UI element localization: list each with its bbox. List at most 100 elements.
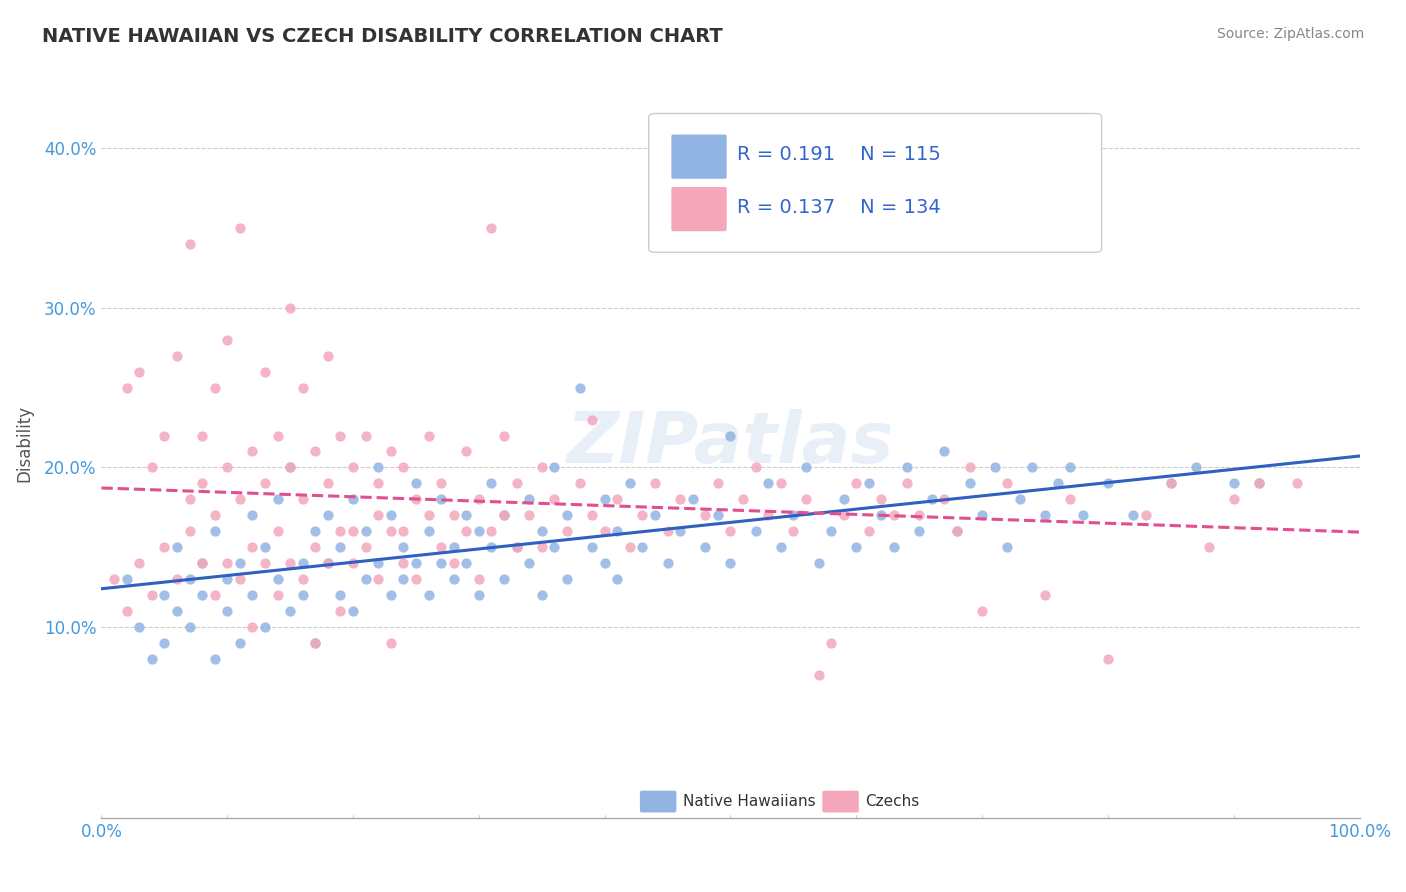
Point	[128, 365, 150, 379]
Point	[217, 604, 239, 618]
Point	[858, 476, 880, 491]
Point	[329, 524, 352, 539]
Point	[896, 476, 918, 491]
Point	[568, 476, 591, 491]
Point	[468, 492, 491, 507]
Point	[657, 556, 679, 570]
Point	[896, 460, 918, 475]
Point	[756, 508, 779, 523]
Point	[794, 492, 817, 507]
Point	[505, 476, 527, 491]
Point	[304, 636, 326, 650]
Point	[555, 508, 578, 523]
Point	[229, 492, 252, 507]
Point	[845, 476, 868, 491]
Point	[204, 524, 226, 539]
Point	[405, 492, 427, 507]
Text: Source: ZipAtlas.com: Source: ZipAtlas.com	[1216, 27, 1364, 41]
Point	[291, 588, 314, 602]
Point	[581, 508, 603, 523]
Point	[1222, 492, 1244, 507]
Point	[179, 237, 201, 252]
Point	[304, 444, 326, 458]
Point	[316, 349, 339, 363]
Point	[517, 508, 540, 523]
Point	[278, 460, 301, 475]
Point	[443, 572, 465, 586]
Point	[103, 572, 125, 586]
Point	[304, 540, 326, 554]
Point	[1247, 476, 1270, 491]
Point	[456, 524, 478, 539]
Point	[115, 572, 138, 586]
Point	[266, 492, 288, 507]
Point	[329, 540, 352, 554]
Point	[367, 508, 389, 523]
Point	[191, 428, 214, 442]
Point	[456, 556, 478, 570]
Point	[1046, 476, 1069, 491]
Point	[153, 428, 176, 442]
Point	[253, 365, 276, 379]
Point	[568, 381, 591, 395]
Point	[278, 301, 301, 315]
Point	[908, 524, 931, 539]
Point	[204, 381, 226, 395]
Point	[606, 492, 628, 507]
Point	[644, 476, 666, 491]
Text: R = 0.191    N = 115: R = 0.191 N = 115	[737, 145, 941, 164]
Point	[191, 588, 214, 602]
Point	[316, 508, 339, 523]
Point	[342, 524, 364, 539]
Point	[1059, 492, 1081, 507]
Point	[392, 572, 415, 586]
Point	[278, 604, 301, 618]
Point	[342, 604, 364, 618]
Text: ZIPatlas: ZIPatlas	[567, 409, 894, 478]
Point	[1222, 476, 1244, 491]
Point	[141, 588, 163, 602]
Point	[191, 556, 214, 570]
Point	[191, 476, 214, 491]
Point	[1059, 460, 1081, 475]
Point	[329, 428, 352, 442]
Point	[430, 556, 453, 570]
Point	[253, 540, 276, 554]
Point	[153, 636, 176, 650]
Point	[782, 508, 804, 523]
Point	[242, 540, 264, 554]
Point	[934, 492, 956, 507]
Point	[253, 476, 276, 491]
Point	[266, 428, 288, 442]
Point	[316, 556, 339, 570]
Point	[468, 588, 491, 602]
Point	[870, 508, 893, 523]
Point	[530, 524, 553, 539]
Point	[782, 524, 804, 539]
Point	[517, 556, 540, 570]
Point	[430, 492, 453, 507]
Point	[695, 540, 717, 554]
Point	[1198, 540, 1220, 554]
Point	[166, 572, 188, 586]
Point	[505, 540, 527, 554]
Point	[443, 556, 465, 570]
Point	[959, 460, 981, 475]
Point	[229, 572, 252, 586]
Point	[304, 636, 326, 650]
Point	[367, 476, 389, 491]
Point	[380, 524, 402, 539]
Point	[392, 556, 415, 570]
Point	[1122, 508, 1144, 523]
Point	[354, 540, 377, 554]
Point	[870, 492, 893, 507]
Point	[1008, 492, 1031, 507]
Point	[342, 556, 364, 570]
FancyBboxPatch shape	[671, 135, 727, 178]
Point	[720, 556, 742, 570]
Point	[481, 524, 503, 539]
Point	[266, 572, 288, 586]
Point	[756, 476, 779, 491]
Point	[443, 508, 465, 523]
Point	[291, 492, 314, 507]
